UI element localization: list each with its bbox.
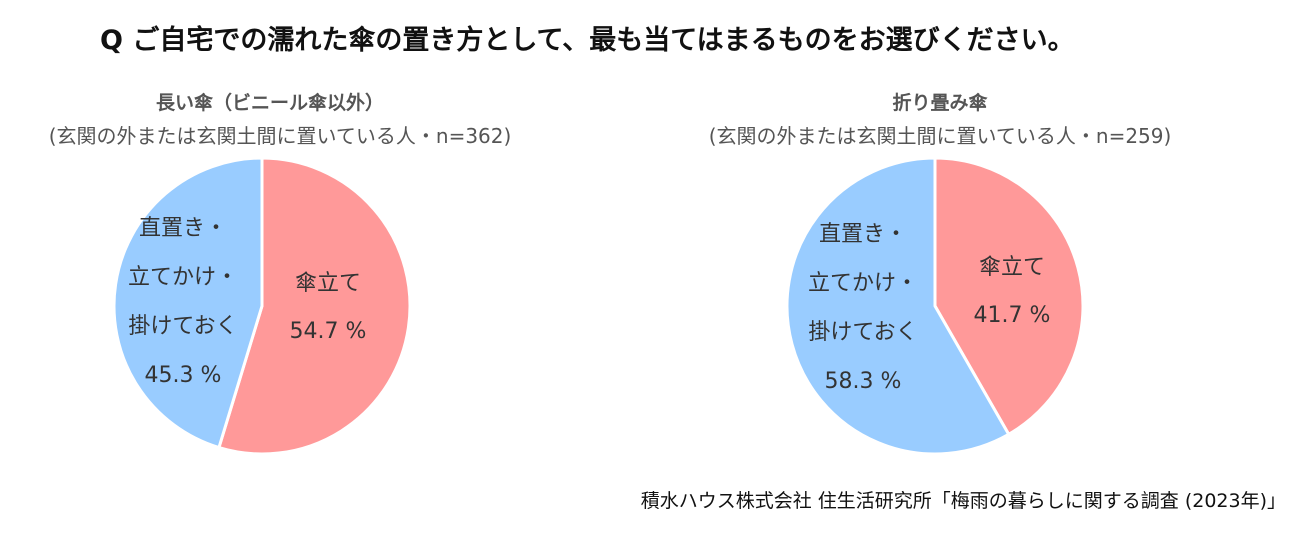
pie-0-slice-1 [112, 156, 264, 450]
pie-1-slice-1 [785, 156, 1011, 456]
pie-1: 傘立て 41.7 % 直置き・立てかけ・掛けておく 58.3 % [785, 156, 1085, 456]
chart-subtitle-folding-umbrella: (玄関の外または玄関土間に置いている人・n=259) [708, 124, 1172, 148]
source-credit: 積水ハウス株式会社 住生活研究所「梅雨の暮らしに関する調査 (2023年)」 [640, 490, 1286, 512]
question-title: Q ご自宅での濡れた傘の置き方として、最も当てはまるものをお選びください。 [100, 25, 1075, 56]
pie-0-slice-1-value-label: 45.3 % [145, 363, 222, 388]
pie-1-slice-0-value-label: 41.7 % [974, 303, 1051, 328]
chart-subtitle-long-umbrella: (玄関の外または玄関土間に置いている人・n=362) [48, 124, 512, 148]
chart-title-folding-umbrella: 折り畳み傘 [892, 92, 988, 114]
chart-title-long-umbrella: 長い傘（ビニール傘以外） [155, 92, 384, 114]
pie-1-slice-1-label-line-0: 直置き・ [819, 222, 907, 247]
pie-1-slice-1-value-label: 58.3 % [825, 369, 902, 394]
pie-0-slice-0 [217, 156, 412, 456]
pie-1-slice-0-label-line-0: 傘立て [979, 255, 1045, 280]
pie-0-slice-1-label-line-1: 立てかけ・ [128, 265, 238, 290]
pie-1-slice-1-label-line-2: 掛けておく [808, 320, 917, 345]
pie-1-slice-0 [933, 156, 1085, 436]
pie-0: 傘立て 54.7 % 直置き・立てかけ・掛けておく 45.3 % [112, 156, 412, 456]
pie-0-slice-0-value-label: 54.7 % [290, 319, 367, 344]
pie-0-slice-1-label-line-2: 掛けておく [128, 314, 237, 339]
pie-0-slice-1-label-line-0: 直置き・ [139, 216, 227, 241]
pie-0-slice-0-label-line-0: 傘立て [295, 271, 361, 296]
pie-1-slice-1-label-line-1: 立てかけ・ [808, 271, 918, 296]
